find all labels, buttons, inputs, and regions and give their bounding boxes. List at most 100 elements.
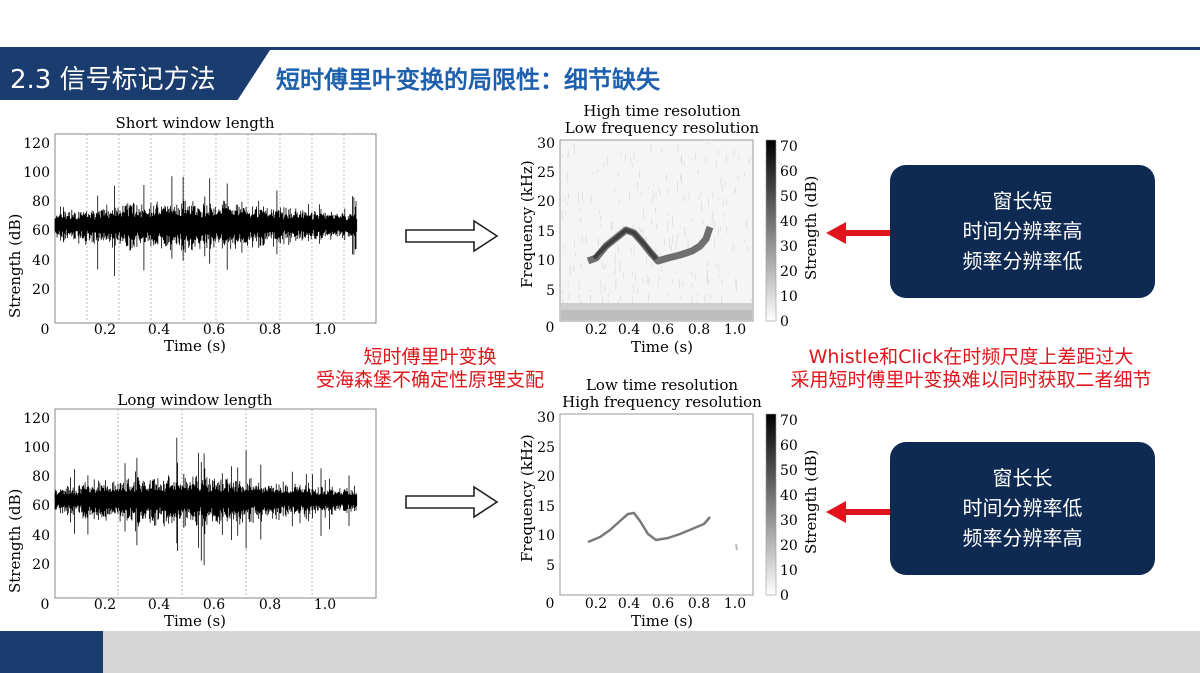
- y-tick-labels: 20 40 60 80 100 120: [23, 411, 50, 573]
- callout-line: 频率分辨率低: [962, 249, 1083, 273]
- slide-title: 短时傅里叶变换的局限性：细节缺失: [276, 66, 660, 94]
- callout-line: 窗长短: [992, 189, 1053, 213]
- plot-title: Long window length: [117, 391, 273, 409]
- callout-line: 时间分辨率低: [962, 496, 1083, 520]
- stft-note: 短时傅里叶变换 受海森堡不确定性原理支配: [288, 346, 572, 392]
- x-tick: 0: [546, 596, 555, 612]
- waveform-trace: [54, 437, 358, 566]
- note-line: 采用短时傅里叶变换难以同时获取二者细节: [790, 369, 1152, 391]
- colorbar-tick: 30: [780, 239, 798, 255]
- colorbar-tick: 40: [780, 488, 798, 504]
- plot-title-line2: Low frequency resolution: [565, 119, 760, 137]
- spectrogram-top-plot: High time resolution Low frequency resol…: [518, 102, 820, 356]
- section-label: 2.3 信号标记方法: [10, 65, 216, 95]
- colorbar-tick: 60: [780, 438, 798, 454]
- x-tick: 0.6: [652, 596, 674, 612]
- y-tick: 5: [546, 283, 555, 299]
- plot-title-line1: Low time resolution: [586, 376, 738, 394]
- colorbar-label: Strength (dB): [802, 450, 820, 554]
- y-tick: 80: [32, 469, 50, 485]
- callout-line: 频率分辨率高: [962, 526, 1083, 550]
- x-tick: 1.0: [724, 322, 746, 338]
- x-tick: 1.0: [314, 597, 336, 613]
- x-tick: 0.2: [585, 322, 607, 338]
- colorbar-tick: 30: [780, 513, 798, 529]
- y-tick: 40: [32, 253, 50, 269]
- x-axis-label: Time (s): [164, 612, 226, 630]
- y-tick: 30: [537, 136, 555, 152]
- x-tick: 0.8: [688, 596, 710, 612]
- x-tick-labels: 0.2 0.4 0.6 0.8 1.0: [94, 597, 336, 613]
- x-tick: 0.6: [203, 322, 225, 338]
- low-frequency-band: [561, 310, 752, 320]
- x-tick: 0.6: [203, 597, 225, 613]
- note-line: 受海森堡不确定性原理支配: [315, 369, 544, 391]
- y-tick: 20: [537, 194, 555, 210]
- colorbar: [765, 139, 777, 322]
- colorbar-label: Strength (dB): [802, 176, 820, 280]
- x-tick: 0.4: [148, 322, 170, 338]
- hollow-arrow-icon: [405, 485, 499, 519]
- colorbar-tick: 70: [780, 139, 798, 155]
- click-mark: [735, 543, 738, 551]
- note-line: 短时傅里叶变换: [363, 346, 497, 368]
- x-tick-labels: 0.2 0.4 0.6 0.8 1.0: [94, 322, 336, 338]
- y-tick: 120: [23, 411, 50, 427]
- y-tick: 120: [23, 136, 50, 152]
- y-axis-label: Frequency (kHz): [518, 160, 536, 288]
- hollow-arrow-icon: [405, 219, 499, 253]
- colorbar: [765, 413, 777, 596]
- whistle-trace: [587, 511, 711, 544]
- origin-label: 0: [41, 597, 50, 613]
- colorbar-tick: 50: [780, 189, 798, 205]
- x-axis-label: Time (s): [631, 612, 693, 630]
- y-axis-label: Strength (dB): [6, 214, 24, 318]
- y-tick: 60: [32, 498, 50, 514]
- footer-accent: [0, 631, 103, 673]
- whistle-click-note: Whistle和Click在时频尺度上差距过大 采用短时傅里叶变换难以同时获取二…: [748, 346, 1194, 392]
- footer-bar: [103, 631, 1200, 673]
- waveform-signal: [54, 176, 358, 276]
- red-arrow-icon: [826, 501, 892, 523]
- x-axis-label: Time (s): [631, 338, 693, 356]
- y-tick-labels: 5 10 15 20 25 30: [537, 410, 555, 574]
- y-tick: 20: [537, 469, 555, 485]
- x-tick-labels: 0 0.2 0.4 0.6 0.8 1.0: [546, 596, 747, 612]
- plot-title-line1: High time resolution: [583, 102, 741, 120]
- plot-title: Short window length: [115, 114, 274, 132]
- spectrogram-area: [559, 139, 754, 322]
- y-tick: 20: [32, 557, 50, 573]
- spectrogram-bottom-plot: Low time resolution High frequency resol…: [518, 376, 820, 630]
- spectrogram-area: [559, 413, 754, 596]
- short-window-callout: 窗长短 时间分辨率高 频率分辨率低: [890, 165, 1155, 298]
- y-axis-label: Frequency (kHz): [518, 434, 536, 562]
- x-tick: 1.0: [314, 322, 336, 338]
- callout-line: 时间分辨率高: [962, 219, 1083, 243]
- y-tick-labels: 5 10 15 20 25 30: [537, 136, 555, 299]
- y-tick: 20: [32, 282, 50, 298]
- colorbar-tick: 10: [780, 289, 798, 305]
- note-line: Whistle和Click在时频尺度上差距过大: [808, 346, 1134, 368]
- waveform-signal: [54, 437, 358, 566]
- y-tick-labels: 20 40 60 80 100 120: [23, 136, 50, 298]
- section-tag: 2.3 信号标记方法: [0, 50, 270, 100]
- colorbar-tick: 70: [780, 413, 798, 429]
- x-tick: 0.4: [618, 322, 640, 338]
- x-tick: 0.4: [148, 597, 170, 613]
- y-tick: 15: [537, 224, 555, 240]
- whistle-trace-core: [592, 227, 658, 261]
- x-tick: 0.6: [652, 322, 674, 338]
- waveform-short-plot: Short window length 20 40 60 80 100 120 …: [6, 114, 377, 355]
- x-tick-labels: 0.2 0.4 0.6 0.8 1.0: [585, 322, 746, 338]
- x-tick: 0.8: [688, 322, 710, 338]
- x-tick: 0.4: [618, 596, 640, 612]
- colorbar-tick-labels: 0 10 20 30 40 50 60 70: [780, 413, 798, 604]
- y-tick: 5: [546, 558, 555, 574]
- x-tick: 0.8: [259, 322, 281, 338]
- colorbar-tick-labels: 0 10 20 30 40 50 60 70: [780, 139, 798, 330]
- grid-lines: [86, 134, 345, 323]
- x-tick: 0.2: [94, 597, 116, 613]
- x-tick: 1.0: [724, 596, 746, 612]
- y-tick: 10: [537, 528, 555, 544]
- y-tick: 100: [23, 440, 50, 456]
